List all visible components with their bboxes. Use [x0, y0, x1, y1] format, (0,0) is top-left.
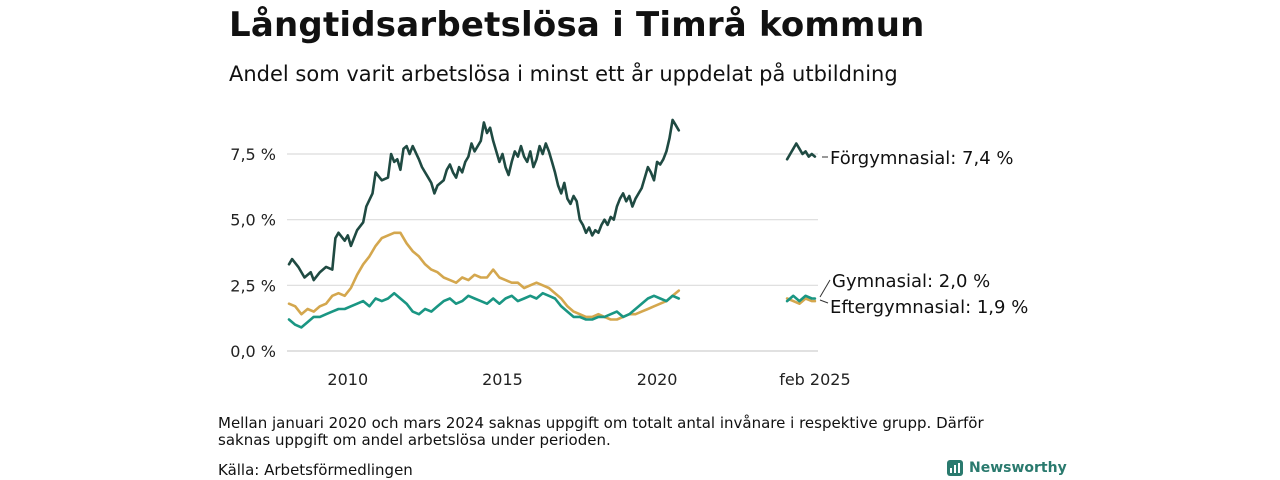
y-tick-label: 5,0 % [230, 211, 276, 230]
x-tick-label: feb 2025 [779, 370, 850, 389]
series-end-label: Förgymnasial: 7,4 % [830, 148, 1014, 169]
series-line-gymnasial [785, 294, 817, 303]
series-line-eftergymnasial [785, 297, 817, 305]
y-tick-label: 2,5 % [230, 276, 276, 295]
brand-name: Newsworthy [969, 460, 1067, 476]
label-leader-line [819, 299, 829, 304]
series-end-label: Gymnasial: 2,0 % [832, 271, 990, 292]
x-tick-label: 2010 [327, 370, 368, 389]
label-leader-line [819, 279, 831, 298]
series-end-labels: Förgymnasial: 7,4 % Gymnasial: 2,0 % Efter… [819, 148, 1028, 318]
y-tick-label: 7,5 % [230, 145, 276, 164]
footnote: Mellan januari 2020 och mars 2024 saknas… [218, 414, 984, 449]
series-line-förgymnasial [785, 142, 817, 161]
x-axis-ticks: 2010 2015 2020 feb 2025 [327, 370, 850, 389]
y-tick-label: 0,0 % [230, 342, 276, 361]
series-end-label: Eftergymnasial: 1,9 % [830, 297, 1028, 318]
x-tick-label: 2020 [637, 370, 678, 389]
brand-logo: Newsworthy [946, 459, 1067, 477]
chart-subtitle: Andel som varit arbetslösa i minst ett å… [229, 62, 898, 86]
source-text: Källa: Arbetsförmedlingen [218, 461, 413, 479]
gridlines [287, 153, 818, 352]
series-line-eftergymnasial [287, 231, 681, 321]
series-lines [287, 118, 817, 329]
y-axis-ticks: 0,0 % 2,5 % 5,0 % 7,5 % [230, 145, 276, 361]
chart-title: Långtidsarbetslösa i Timrå kommun [229, 5, 925, 45]
x-tick-label: 2015 [482, 370, 523, 389]
series-line-förgymnasial [287, 118, 681, 282]
newsworthy-logo-icon [947, 460, 963, 476]
series-line-gymnasial [287, 291, 681, 329]
